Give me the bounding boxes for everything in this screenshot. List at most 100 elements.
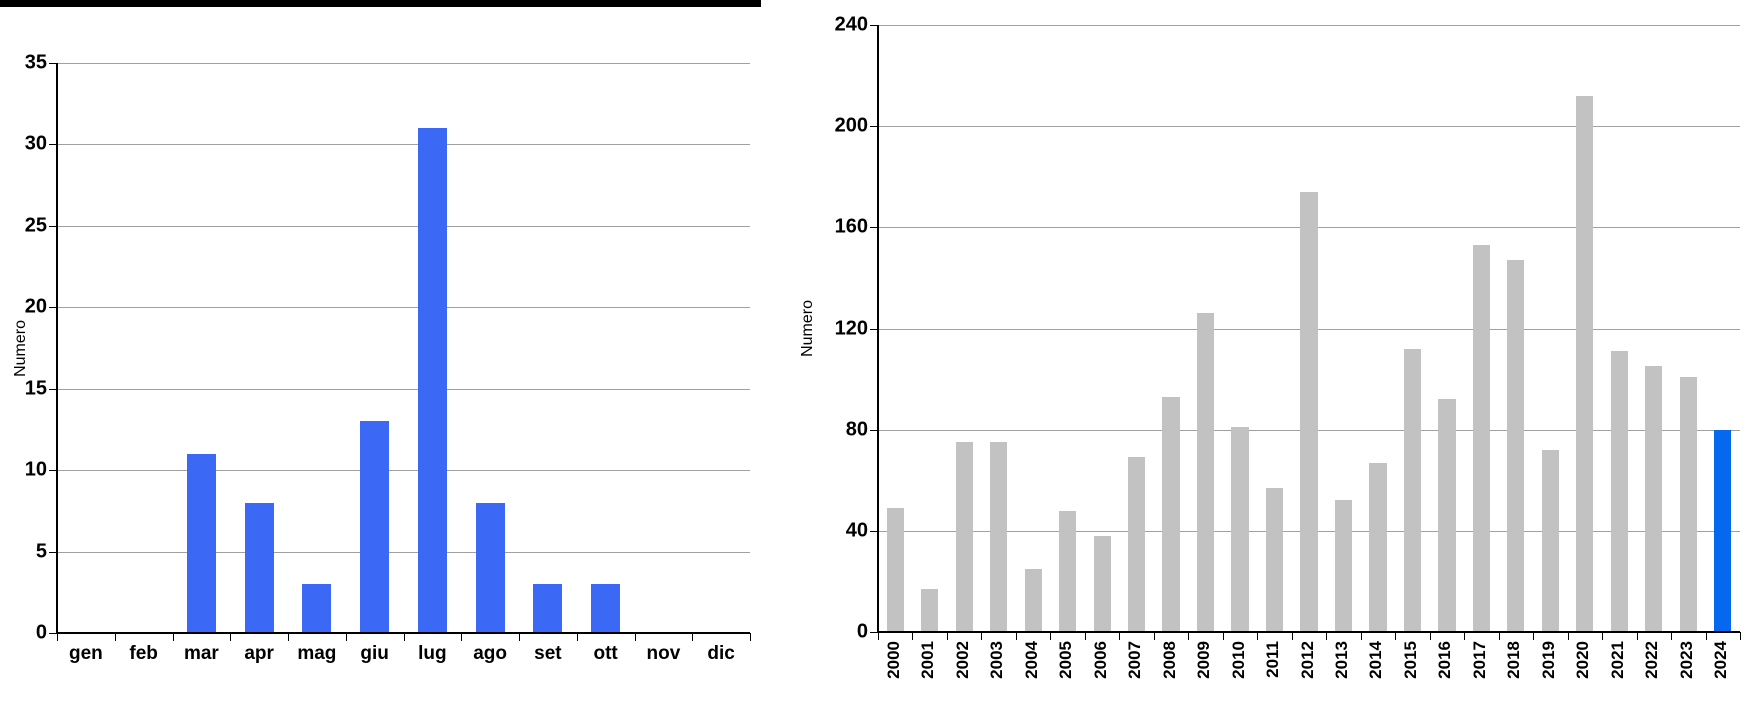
x-category-label: 2004: [1021, 641, 1041, 679]
yearly-y-axis-title: Numero: [799, 300, 816, 357]
x-tick-mark: [1291, 632, 1293, 640]
yearly-y-axis-title-wrap: Numero: [795, 25, 821, 632]
x-tick-mark: [461, 633, 463, 641]
y-tick-label: 0: [35, 621, 47, 644]
bar-ago: [475, 502, 505, 633]
x-category-label: 2017: [1469, 641, 1489, 679]
bar-2021: [1610, 351, 1628, 632]
x-category-label: lug: [418, 643, 447, 664]
bar-2023: [1679, 376, 1697, 632]
y-tick-label: 10: [24, 458, 47, 481]
top-border-rule: [0, 0, 761, 7]
x-category-label: 2016: [1435, 641, 1455, 679]
y-tick-mark: [49, 225, 57, 227]
x-category-label: gen: [68, 643, 103, 664]
x-tick-mark: [1567, 632, 1569, 640]
x-tick-mark: [345, 633, 347, 641]
y-tick-label: 5: [35, 540, 47, 563]
x-tick-mark: [750, 633, 751, 641]
x-category-label: 2006: [1090, 641, 1110, 679]
x-tick-mark: [172, 633, 174, 641]
gridline: [57, 470, 750, 472]
x-axis-line: [878, 631, 1740, 633]
x-category-label: giu: [360, 643, 389, 664]
x-tick-mark: [1015, 632, 1017, 640]
bar-2022: [1645, 366, 1663, 632]
x-tick-mark: [912, 632, 914, 640]
x-category-label: feb: [129, 643, 158, 664]
y-tick-label: 240: [834, 13, 868, 36]
bar-2018: [1507, 260, 1525, 632]
y-tick-mark: [870, 227, 878, 229]
x-category-label: 2019: [1538, 641, 1558, 679]
x-tick-mark: [1326, 632, 1328, 640]
x-tick-mark: [1153, 632, 1155, 640]
x-tick-mark: [57, 633, 58, 641]
x-category-label: 2007: [1125, 641, 1145, 679]
bar-2019: [1541, 449, 1559, 632]
x-category-label: apr: [244, 643, 274, 664]
y-tick-label: 20: [24, 295, 47, 318]
x-tick-mark: [1498, 632, 1500, 640]
x-category-label: 2003: [987, 641, 1007, 679]
x-tick-mark: [1257, 632, 1259, 640]
gridline: [57, 144, 750, 146]
y-tick-label: 15: [24, 377, 47, 400]
x-tick-mark: [1119, 632, 1121, 640]
y-tick-mark: [870, 632, 878, 633]
x-tick-mark: [1395, 632, 1397, 640]
x-category-label: 2014: [1366, 641, 1386, 679]
x-tick-mark: [1636, 632, 1638, 640]
y-tick-label: 30: [24, 132, 47, 155]
bar-2017: [1472, 245, 1490, 632]
y-tick-mark: [49, 63, 57, 64]
bar-giu: [360, 421, 390, 633]
y-tick-mark: [49, 388, 57, 390]
x-category-label: 2023: [1676, 641, 1696, 679]
x-category-label: 2022: [1642, 641, 1662, 679]
y-tick-mark: [870, 328, 878, 330]
y-axis-line: [877, 25, 879, 633]
x-category-label: mag: [297, 643, 337, 664]
bar-2016: [1438, 399, 1456, 632]
bar-set: [533, 584, 563, 633]
x-tick-mark: [576, 633, 578, 641]
x-category-label: 2013: [1331, 641, 1351, 679]
bar-2010: [1231, 427, 1249, 632]
x-category-label: ago: [473, 643, 508, 664]
x-tick-mark: [1188, 632, 1190, 640]
x-category-label: 2021: [1607, 641, 1627, 679]
y-tick-label: 35: [24, 51, 47, 74]
x-tick-mark: [692, 633, 694, 641]
x-tick-mark: [114, 633, 116, 641]
bar-2007: [1127, 457, 1146, 632]
gridline: [57, 307, 750, 309]
x-category-label: 2020: [1573, 641, 1593, 679]
x-tick-mark: [230, 633, 232, 641]
bar-2020: [1576, 95, 1594, 632]
bar-2005: [1059, 510, 1077, 632]
bar-2024: [1714, 429, 1732, 632]
x-category-label: 2005: [1056, 641, 1076, 679]
bar-2011: [1265, 487, 1284, 632]
y-tick-label: 200: [834, 114, 868, 137]
x-category-label: 2011: [1263, 641, 1283, 678]
x-axis-line: [57, 632, 750, 634]
gridline: [57, 225, 750, 227]
bar-mar: [186, 453, 216, 633]
gridline: [57, 551, 750, 553]
bar-2006: [1093, 535, 1111, 632]
x-tick-mark: [1705, 632, 1707, 640]
y-tick-label: 0: [856, 620, 868, 643]
bar-mag: [302, 584, 332, 633]
y-tick-label: 40: [845, 519, 868, 542]
x-category-label: nov: [646, 643, 681, 664]
x-tick-mark: [1360, 632, 1362, 640]
x-tick-mark: [1671, 632, 1673, 640]
y-tick-mark: [870, 429, 878, 431]
y-tick-label: 160: [834, 215, 868, 238]
gridline: [878, 25, 1740, 26]
x-tick-mark: [1533, 632, 1535, 640]
